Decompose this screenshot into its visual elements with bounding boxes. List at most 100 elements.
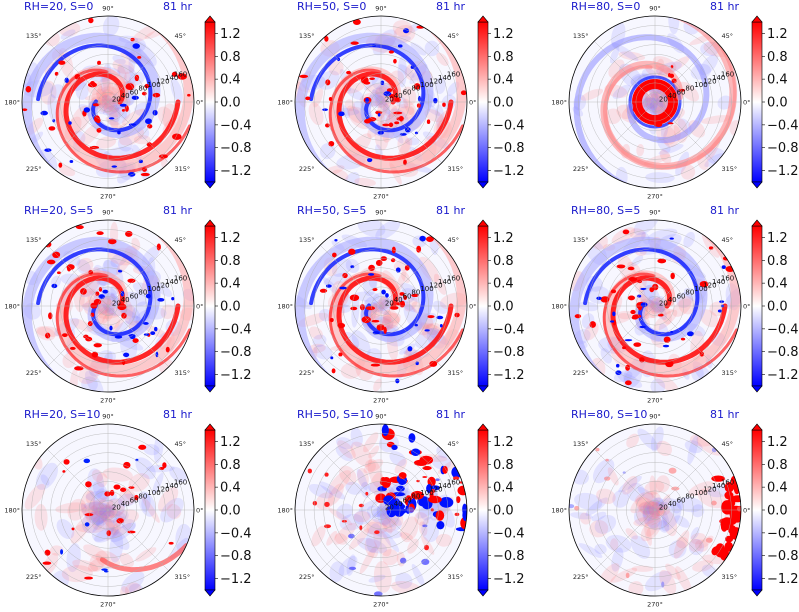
radius-tick-label: 100 (147, 489, 160, 497)
grid-spoke (594, 101, 656, 163)
colorbar-tick-label: 1.2 (220, 231, 241, 246)
radius-tick-label: 80 (685, 85, 694, 93)
angle-tick-label: 45° (175, 440, 187, 448)
colorbar-extend-top (751, 15, 763, 23)
grid-spoke (594, 41, 656, 103)
angle-tick-label: 180° (277, 99, 293, 107)
colorbar-extend-top (751, 219, 763, 227)
panel-title-right: 81 hr (163, 204, 192, 217)
radius-tick-label: 160 (174, 478, 187, 486)
grid-spoke (320, 101, 382, 163)
colorbar-tick-label: 0.8 (493, 458, 514, 473)
panel-title-right: 81 hr (436, 204, 465, 217)
colorbar-tick-label: 0.0 (493, 96, 514, 111)
angle-tick-label: 0° (469, 507, 476, 515)
radius-tick-label: 160 (721, 478, 734, 486)
colorbar-extend-top (204, 219, 216, 227)
polar-frame (294, 423, 468, 597)
radius-tick-label: 60 (130, 292, 139, 300)
panel-title-left: RH=20, S=0 (24, 0, 93, 13)
radius-tick-label: 40 (668, 296, 677, 304)
polar-frame (21, 15, 195, 189)
polar-frame (21, 219, 195, 393)
grid-spoke (320, 245, 382, 307)
angle-tick-label: 315° (722, 369, 738, 377)
colorbar-extend-bottom (751, 181, 763, 189)
angle-tick-label: 180° (277, 507, 293, 515)
angle-tick-label: 0° (196, 507, 203, 515)
colorbar-extend-bottom (477, 385, 489, 393)
radius-tick-label: 80 (138, 493, 147, 501)
grid-spoke (47, 101, 109, 163)
heatmap-field (22, 221, 194, 392)
radius-tick-label: 100 (147, 81, 160, 89)
radius-tick-label: 120 (429, 78, 442, 86)
radius-tick-label: 40 (394, 296, 403, 304)
radius-tick-label: 20 (112, 299, 121, 307)
colorbar-tick-label: 0.8 (220, 458, 241, 473)
radius-tick-label: 80 (685, 289, 694, 297)
radius-tick-label: 160 (174, 274, 187, 282)
angle-tick-label: 270° (647, 193, 663, 201)
polar-frame (294, 219, 468, 393)
angle-tick-label: 180° (4, 99, 20, 107)
angle-tick-label: 0° (743, 507, 750, 515)
radius-tick-label: 60 (403, 292, 412, 300)
angle-tick-label: 315° (448, 369, 464, 377)
colorbar-tick-label: 0.0 (220, 300, 241, 315)
angle-tick-label: 270° (100, 601, 116, 609)
grid-spoke (594, 509, 656, 571)
radius-tick-label: 40 (668, 500, 677, 508)
colorbar-tick-label: −0.8 (493, 141, 525, 156)
colorbar-body (477, 21, 489, 183)
colorbar: 1.2 0.8 0.4 0.0 −0.4 −0.8 −1.2 (204, 15, 252, 189)
colorbar-tick-label: 1.2 (220, 435, 241, 450)
angle-tick-label: 225° (573, 369, 589, 377)
angle-tick-label: 45° (175, 236, 187, 244)
colorbar-tick-label: 0.0 (493, 504, 514, 519)
grid-spoke (47, 41, 109, 103)
radius-tick-label: 80 (138, 85, 147, 93)
radius-tick-label: 100 (420, 81, 433, 89)
radius-tick-label: 140 (712, 74, 725, 82)
angle-tick-label: 90° (375, 209, 387, 217)
panel-title-left: RH=80, S=10 (571, 408, 647, 421)
panel-title-right: 81 hr (710, 204, 739, 217)
radius-tick-label: 120 (703, 486, 716, 494)
colorbar-tick-label: 1.2 (493, 435, 514, 450)
colorbar-tick-label: −1.2 (220, 164, 252, 179)
colorbar-tick-label: 0.8 (767, 254, 788, 269)
radius-tick-label: 60 (130, 496, 139, 504)
radius-tick-label: 60 (130, 88, 139, 96)
angle-tick-label: 0° (743, 99, 750, 107)
colorbar-extend-bottom (204, 181, 216, 189)
polar-frame (21, 423, 195, 597)
colorbar-extend-bottom (751, 385, 763, 393)
radius-tick-label: 20 (112, 95, 121, 103)
grid-spoke (380, 41, 442, 103)
angle-tick-label: 270° (373, 601, 389, 609)
angle-tick-label: 225° (26, 573, 42, 581)
colorbar-tick-label: −0.4 (767, 526, 799, 541)
colorbar: 1.2 0.8 0.4 0.0 −0.4 −0.8 −1.2 (204, 219, 252, 393)
panel-title-left: RH=80, S=0 (571, 0, 640, 13)
radius-tick-label: 120 (156, 78, 169, 86)
colorbar-tick-label: −0.8 (767, 549, 799, 564)
angle-tick-label: 45° (448, 32, 460, 40)
grid-spoke (320, 449, 382, 511)
angle-tick-label: 0° (469, 303, 476, 311)
angle-tick-label: 180° (4, 303, 20, 311)
angle-tick-label: 315° (722, 573, 738, 581)
polar-frame (294, 15, 468, 189)
angle-tick-label: 90° (375, 413, 387, 421)
panel-title-right: 81 hr (436, 408, 465, 421)
radius-tick-label: 140 (165, 278, 178, 286)
angle-tick-label: 0° (196, 303, 203, 311)
colorbar-body (477, 225, 489, 387)
grid-spoke (594, 245, 656, 307)
radius-tick-label: 40 (394, 92, 403, 100)
colorbar-tick-label: −1.2 (493, 572, 525, 587)
radius-tick-label: 80 (685, 493, 694, 501)
